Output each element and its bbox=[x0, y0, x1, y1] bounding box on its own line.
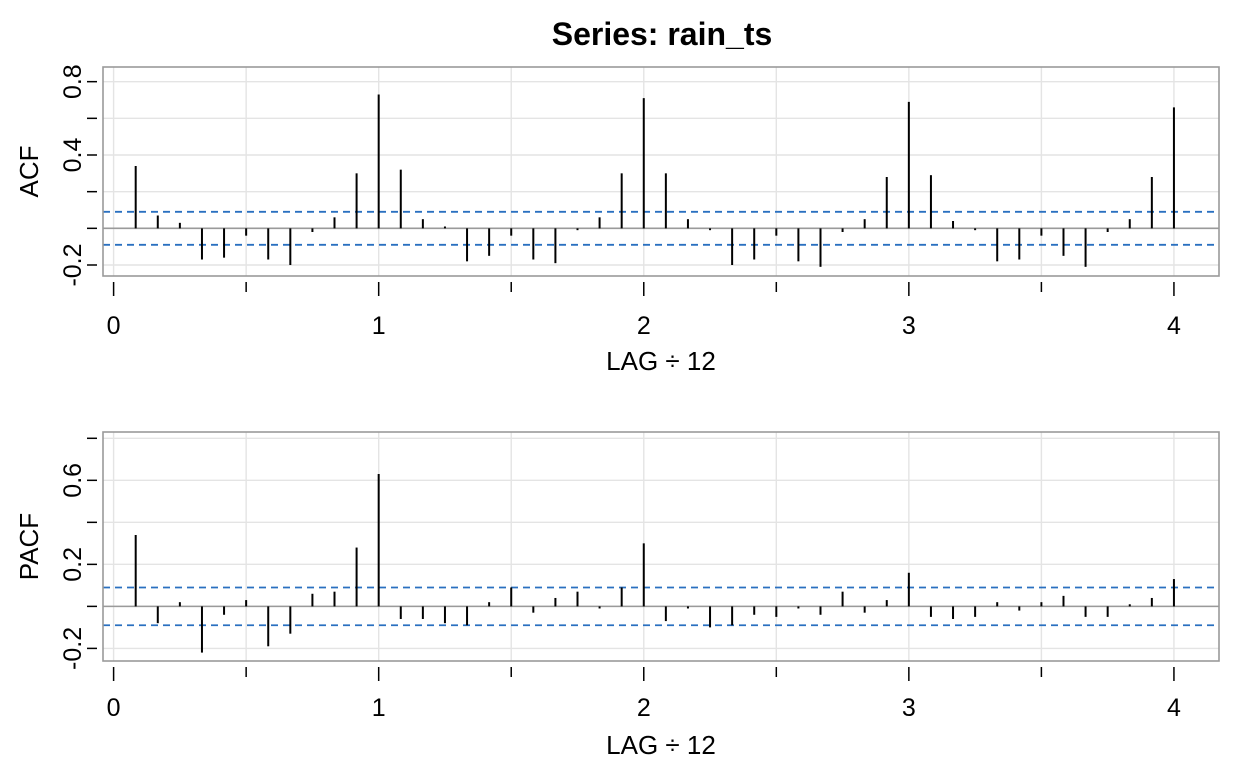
plot-frame bbox=[102, 66, 1220, 277]
plot-frame bbox=[102, 431, 1220, 662]
acf-panel: -0.2 0.4 0.8 ACF 0 1 2 3 4 LAG ÷ 12 bbox=[14, 64, 1220, 376]
y-tick-label: 0.2 bbox=[59, 547, 87, 582]
y-axis-label: PACF bbox=[14, 513, 44, 580]
x-axis-label: LAG ÷ 12 bbox=[606, 346, 716, 376]
x-tick-label: 4 bbox=[1167, 312, 1181, 340]
x-tick-label: 2 bbox=[637, 312, 651, 340]
grid-lines bbox=[103, 432, 1219, 661]
y-tick-label: 0.8 bbox=[59, 64, 87, 99]
x-tick-label: 3 bbox=[902, 694, 916, 722]
y-tick-label: 0.4 bbox=[59, 138, 87, 173]
x-tick-label: 0 bbox=[107, 312, 121, 340]
x-tick-label: 1 bbox=[372, 694, 386, 722]
y-axis-label: ACF bbox=[14, 146, 44, 198]
y-tick-label: -0.2 bbox=[59, 627, 87, 670]
spikes bbox=[134, 94, 1175, 267]
y-tick-label: -0.2 bbox=[59, 243, 87, 286]
x-tick-label: 0 bbox=[107, 694, 121, 722]
chart-title: Series: rain_ts bbox=[552, 16, 773, 52]
spikes bbox=[134, 474, 1175, 653]
y-tick-label: 0.6 bbox=[59, 463, 87, 498]
x-tick-label: 4 bbox=[1167, 694, 1181, 722]
x-tick-label: 3 bbox=[902, 312, 916, 340]
pacf-panel: -0.2 0.2 0.6 PACF 0 1 2 3 4 LAG ÷ 12 bbox=[14, 431, 1220, 760]
x-axis-label: LAG ÷ 12 bbox=[606, 730, 716, 760]
x-tick-label: 1 bbox=[372, 312, 386, 340]
x-tick-label: 2 bbox=[637, 694, 651, 722]
